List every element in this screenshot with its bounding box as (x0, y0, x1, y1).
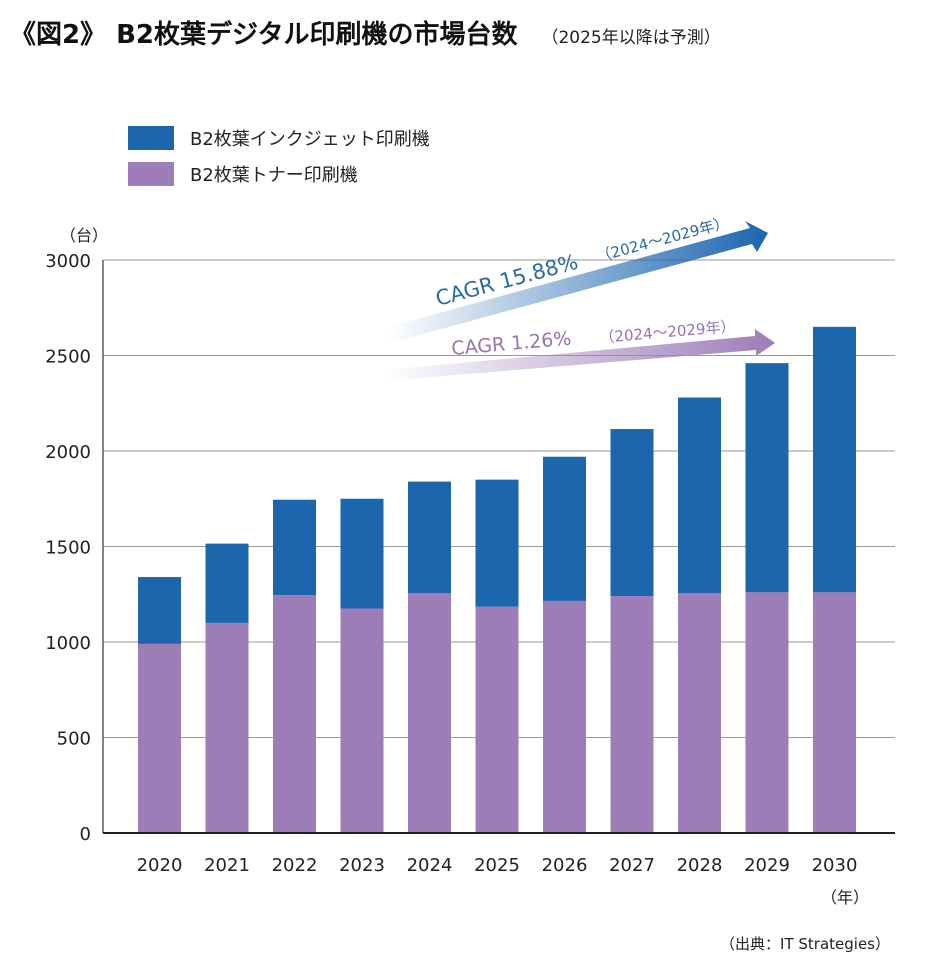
axes: 0 500 1000 1500 2000 2500 3000 （台） （年） 2020 2021 20… (45, 226, 895, 907)
cagr-arrow-toner (383, 329, 775, 381)
x-tick-label: 2020 (137, 855, 183, 876)
x-tick-label: 2023 (339, 855, 385, 876)
x-tick-label: 2022 (272, 855, 318, 876)
bar-toner-2030 (813, 592, 856, 833)
bar-toner-2025 (475, 606, 519, 833)
bar-inkjet-2023 (340, 498, 384, 609)
legend: B2枚葉インクジェット印刷機 B2枚葉トナー印刷機 (128, 120, 430, 192)
x-tick-label: 2028 (677, 855, 723, 876)
source-note: （出典：IT Strategies） (720, 935, 890, 953)
bar-inkjet-2028 (678, 397, 721, 594)
bar-inkjet-2029 (745, 363, 789, 593)
legend-swatch-inkjet (128, 126, 174, 150)
bar-toner-2023 (340, 608, 384, 833)
x-tick-label: 2025 (474, 855, 520, 876)
y-tick-label: 2500 (45, 347, 91, 368)
chart-title: B2枚葉デジタル印刷機の市場台数 (116, 20, 518, 50)
title-row: 《図2》 B2枚葉デジタル印刷機の市場台数 （2025年以降は予測） (10, 14, 721, 51)
bar-inkjet-2025 (475, 479, 519, 607)
y-tick-label: 0 (80, 824, 91, 845)
bar-inkjet-2026 (543, 456, 586, 601)
bar-toner-2022 (273, 595, 316, 833)
bar-inkjet-2027 (610, 429, 654, 597)
bar-toner-2024 (408, 593, 451, 833)
x-tick-label: 2021 (204, 855, 250, 876)
x-tick-label: 2026 (542, 855, 588, 876)
x-axis-label: （年） (821, 888, 869, 907)
x-tick-label: 2024 (407, 855, 453, 876)
bar-toner-2028 (678, 593, 721, 833)
chart-subtitle: （2025年以降は予測） (541, 28, 721, 48)
y-tick-label: 2000 (45, 442, 91, 463)
bar-inkjet-2030 (813, 326, 856, 593)
bar-inkjet-2020 (138, 577, 181, 644)
bar-inkjet-2024 (408, 481, 451, 594)
legend-item-toner: B2枚葉トナー印刷機 (128, 156, 430, 192)
bar-toner-2026 (543, 600, 586, 833)
bar-toner-2021 (205, 622, 249, 833)
legend-label-toner: B2枚葉トナー印刷機 (190, 165, 358, 186)
x-tick-label: 2029 (744, 855, 790, 876)
y-axis-label: （台） (60, 226, 108, 245)
figure-label: 《図2》 (10, 20, 107, 50)
cagr-arrow-inkjet (388, 221, 768, 343)
x-tick-label: 2030 (812, 855, 858, 876)
x-tick-label: 2027 (609, 855, 655, 876)
y-tick-label: 3000 (45, 251, 91, 272)
bar-inkjet-2021 (205, 543, 249, 623)
bar-toner-2020 (138, 643, 181, 833)
bar-inkjet-2022 (273, 499, 316, 596)
y-tick-label: 1000 (45, 633, 91, 654)
bars (138, 326, 856, 833)
y-tick-label: 500 (57, 729, 91, 750)
bar-toner-2027 (610, 596, 654, 833)
legend-label-inkjet: B2枚葉インクジェット印刷機 (190, 129, 430, 150)
legend-swatch-toner (128, 162, 174, 186)
legend-item-inkjet: B2枚葉インクジェット印刷機 (128, 120, 430, 156)
y-tick-label: 1500 (45, 538, 91, 559)
bar-toner-2029 (745, 592, 789, 833)
